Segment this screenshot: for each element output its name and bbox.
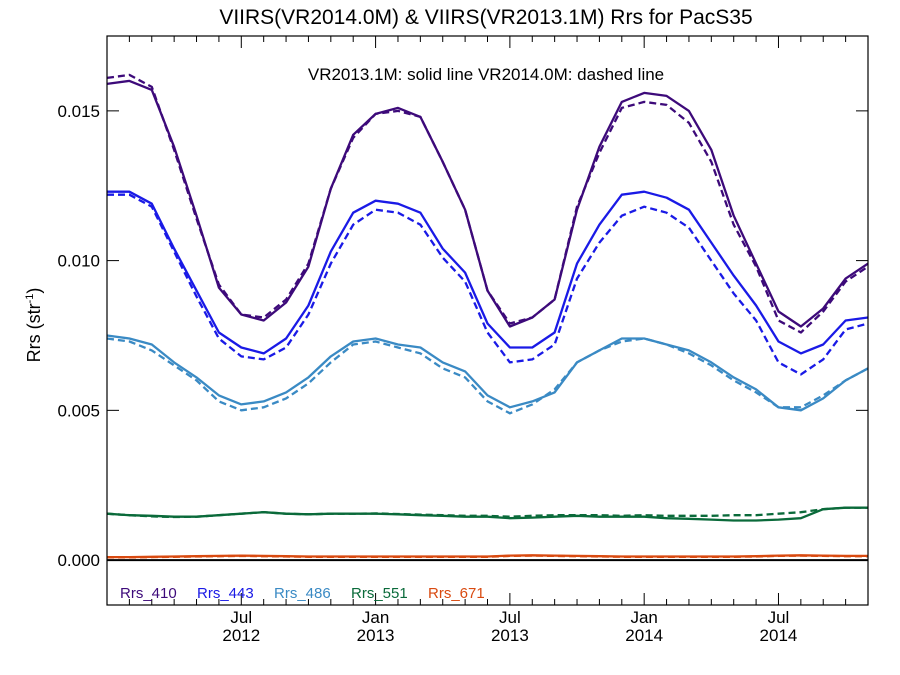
legend-entry: Rrs_671 — [428, 585, 485, 602]
y-tick-label: 0.010 — [57, 252, 100, 271]
series-line-rrs-671-dashed — [107, 554, 868, 559]
series-line-rrs-486-dashed — [106, 337, 869, 415]
chart-title: VIIRS(VR2014.0M) & VIIRS(VR2013.1M) Rrs … — [219, 6, 752, 29]
x-tick-label-month: Jan — [630, 608, 657, 627]
x-tick-label-month: Jul — [768, 608, 790, 627]
x-tick-label-year: 2013 — [491, 626, 529, 645]
x-tick-label-year: 2012 — [222, 626, 260, 645]
legend-entry: Rrs_410 — [120, 585, 177, 602]
plot-lines — [106, 73, 869, 559]
x-tick-label-year: 2013 — [357, 626, 395, 645]
y-tick-label: 0.015 — [57, 102, 100, 121]
legend-entry: Rrs_443 — [197, 585, 254, 602]
x-tick-label-month: Jan — [362, 608, 389, 627]
legend: Rrs_410 Rrs_443 Rrs_486 Rrs_551 Rrs_671 — [120, 585, 485, 602]
x-tick-label-year: 2014 — [625, 626, 663, 645]
axes: 0.0000.0050.0100.015Jul2012Jan2013Jul201… — [57, 35, 869, 645]
y-tick-label: 0.005 — [57, 401, 100, 420]
line-style-annotation: VR2013.1M: solid line VR2014.0M: dashed … — [308, 65, 664, 84]
y-axis-label: Rrs (str-1) — [24, 288, 44, 363]
legend-entry: Rrs_486 — [274, 585, 331, 602]
x-tick-label-month: Jul — [499, 608, 521, 627]
series-line-rrs-443-solid — [107, 190, 869, 355]
x-tick-label-year: 2014 — [760, 626, 798, 645]
series-line-rrs-486-solid — [106, 334, 869, 412]
series-line-rrs-410-dashed — [106, 73, 869, 334]
y-tick-label: 0.000 — [57, 551, 100, 570]
legend-entry: Rrs_551 — [351, 585, 408, 602]
series-line-rrs-443-dashed — [107, 193, 869, 376]
series-line-rrs-551-dashed — [106, 506, 868, 519]
x-tick-label-month: Jul — [230, 608, 252, 627]
